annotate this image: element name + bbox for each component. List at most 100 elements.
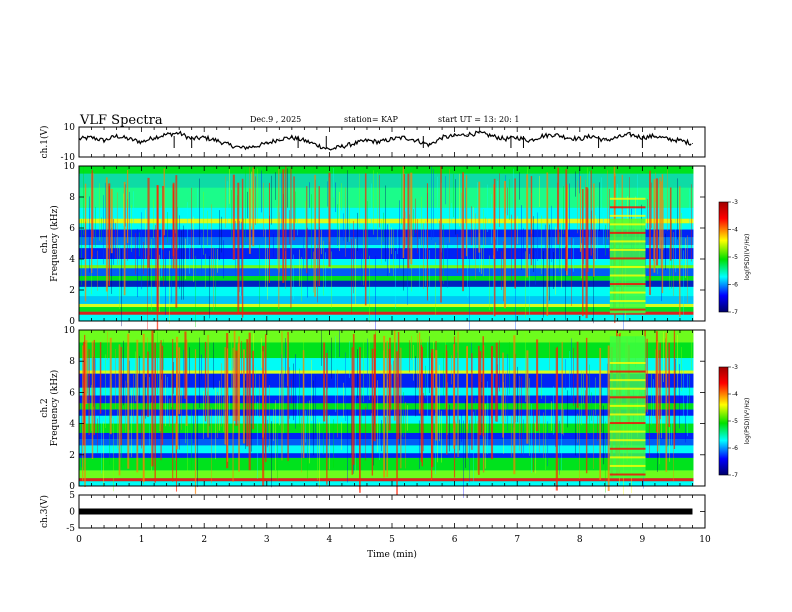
ch1-spectrogram-texture: [537, 212, 538, 262]
ch2-spectrogram-sferic: [446, 350, 448, 455]
ch1-spectrogram-texture: [519, 172, 520, 200]
ch1-spectrogram-texture: [159, 254, 160, 313]
ch2-spectrogram-sferic: [393, 330, 396, 421]
ch2-spectrogram-texture: [603, 405, 604, 465]
header-start-time: start UT = 13: 20: 1: [438, 115, 520, 124]
ch2-spectrogram-texture: [435, 412, 436, 475]
ch2-spectrogram-texture: [331, 337, 332, 379]
ch1-spectrogram-texture: [405, 211, 406, 248]
ch1-spectrogram-texture: [331, 251, 332, 308]
ch1-spectrogram-sferic: [590, 170, 592, 256]
ch2-spectrogram-burst-line: [609, 447, 646, 450]
ch1-spectrogram-texture: [371, 183, 372, 229]
ch1-spectrogram-burst-line: [609, 274, 646, 277]
ch1-spectrogram-texture: [367, 201, 368, 258]
ch2-spectrogram-texture: [347, 409, 348, 483]
ch1-waveform-ytick-label: -10: [61, 153, 76, 163]
ch2-spectrogram-sferic: [242, 349, 245, 444]
ch2-spectrogram-sferic: [246, 339, 249, 447]
ch1-spectrogram-texture: [205, 253, 206, 289]
ch2-spectrogram-texture: [675, 358, 676, 435]
ch1-spectrogram-texture: [691, 184, 692, 262]
ch2-spectrogram-sferic: [351, 347, 353, 475]
ch1-spectrogram-texture: [675, 211, 676, 273]
ch2-spectrogram-burst-line: [609, 413, 646, 416]
ch2-spectrogram-sferic: [673, 330, 676, 450]
ch1-spectrogram-band: [79, 265, 705, 269]
ch1-spectrogram-burst-line: [609, 240, 646, 243]
ch2-spectrogram-texture: [687, 374, 688, 437]
ch1-spectrogram-texture: [271, 175, 272, 225]
ch2-spectrogram-texture: [101, 417, 102, 474]
ch1-spectrogram-band: [79, 229, 705, 238]
ch1-spectrogram-texture: [399, 200, 400, 269]
ch2-spectrogram-texture: [351, 386, 352, 455]
ch2-spectrogram-texture: [589, 364, 590, 434]
ch1-spectrogram-texture: [497, 181, 498, 252]
ch2-spectrogram-sferic: [232, 347, 234, 482]
ch1-spectrogram-sferic: [248, 188, 251, 254]
ch1-spectrogram-texture: [485, 217, 486, 246]
ch1-spectrogram-texture: [551, 205, 552, 263]
ch1-spectrogram-texture: [139, 232, 140, 257]
ch1-spectrogram-texture: [655, 172, 656, 202]
ch2-spectrogram-texture: [529, 378, 530, 456]
ch2-spectrogram-sferic: [159, 343, 161, 432]
ch1-spectrogram-texture: [455, 179, 456, 235]
ch1-spectrogram-ytick-label: 10: [64, 162, 76, 172]
x-tick-label: 9: [640, 535, 646, 545]
ch2-spectrogram-texture: [319, 422, 320, 489]
ch1-spectrogram-texture: [187, 202, 188, 245]
ch1-spectrogram-sferic: [585, 187, 588, 319]
ch2-spectrogram-texture: [533, 409, 534, 473]
ch2-spectrogram-sferic: [83, 341, 85, 446]
ch1-spectrogram-texture: [95, 206, 96, 247]
ch1-spectrogram-texture: [333, 167, 334, 198]
ch1-waveform-point: [416, 140, 418, 141]
ch1-spectrogram-texture: [163, 234, 164, 286]
ch2-spectrogram-texture: [579, 406, 580, 479]
ch1-spectrogram-texture: [383, 212, 384, 242]
ch2-spectrogram-sferic: [172, 338, 174, 482]
ch1-spectrogram-texture: [469, 256, 470, 331]
ch1-spectrogram-sferic: [172, 182, 175, 269]
ch1-spectrogram-band: [79, 311, 705, 315]
ch1-spectrogram-burst-line: [609, 291, 646, 294]
ch1-spectrogram-texture: [387, 224, 388, 277]
ch2-spectrogram-texture: [677, 334, 678, 395]
ch2-spectrogram-sferic: [142, 333, 145, 482]
ch2-spectrogram-sferic: [388, 348, 391, 431]
ch2-spectrogram-sferic: [352, 333, 355, 465]
ch1-waveform-point: [241, 147, 243, 149]
ch2-spectrogram-texture: [651, 372, 652, 425]
ch1-spectrogram-texture: [273, 234, 274, 258]
ch1-spectrogram-texture: [495, 206, 496, 240]
ch2-spectrogram-band: [79, 370, 705, 374]
ch1-spectrogram-sferic: [293, 176, 295, 241]
ch1-waveform-point: [666, 138, 668, 140]
ch1-spectrogram-texture: [323, 240, 324, 296]
ch1-spectrogram-texture: [203, 191, 204, 255]
ch2-spectrogram-sferic: [252, 350, 254, 430]
ch2-spectrogram-sferic: [495, 342, 498, 422]
ch1-waveform-point: [591, 135, 593, 137]
ch1-spectrogram-texture: [647, 198, 648, 229]
ch2-spectrogram-texture: [203, 390, 204, 439]
ch2-spectrogram-texture: [499, 340, 500, 392]
ch1-spectrogram-texture: [115, 222, 116, 258]
ch1-spectrogram-burst-line: [609, 223, 646, 226]
ch2-spectrogram-texture: [549, 341, 550, 371]
ch2-spectrogram-texture: [381, 419, 382, 452]
ch2-spectrogram-texture: [465, 398, 466, 468]
ch1-waveform-point: [178, 132, 180, 134]
ch1-spectrogram-texture: [549, 224, 550, 301]
ch1-spectrogram-texture: [477, 182, 478, 213]
ch1-spectrogram-texture: [561, 223, 562, 289]
ch1-spectrogram-texture: [409, 214, 410, 260]
x-tick-label: 0: [76, 535, 82, 545]
ch1-spectrogram-texture: [245, 169, 246, 243]
ch1-spectrogram-texture: [491, 194, 492, 244]
ch2-spectrogram-texture: [395, 356, 396, 408]
ch2-spectrogram-texture: [485, 404, 486, 469]
